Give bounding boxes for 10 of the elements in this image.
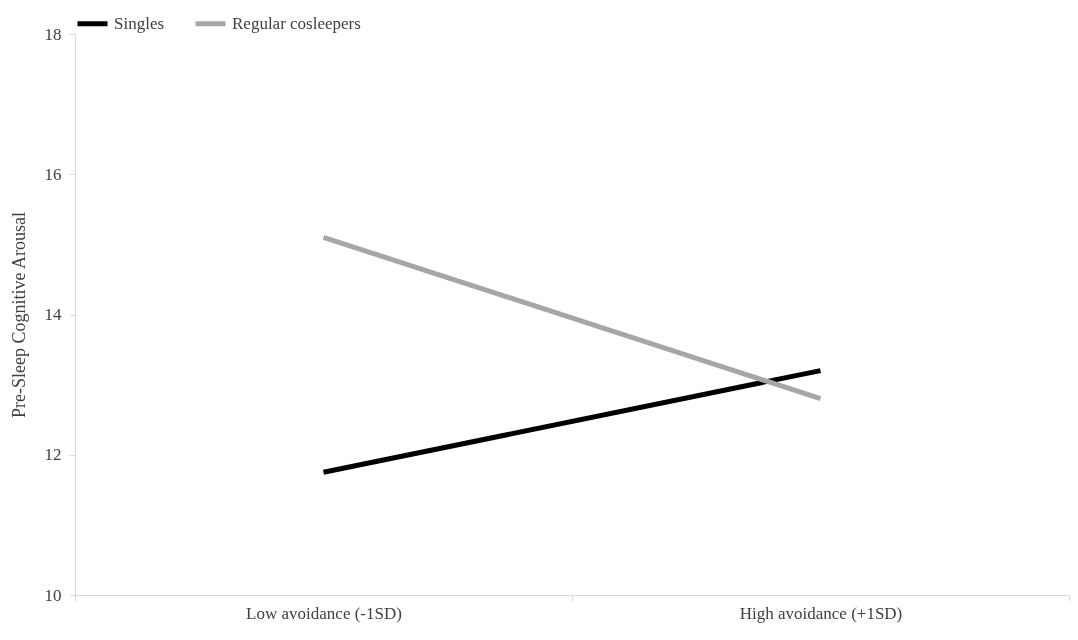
y-tick-label: 12 <box>44 445 62 465</box>
y-tick-label: 18 <box>44 24 62 44</box>
y-tick-label: 14 <box>44 305 62 324</box>
x-tick-label: Low avoidance (-1SD) <box>246 603 402 623</box>
legend-label: Regular cosleepers <box>232 13 361 33</box>
y-tick-label: 10 <box>44 585 62 605</box>
legend-label: Singles <box>114 13 165 33</box>
x-tick-label: High avoidance (+1SD) <box>739 603 903 623</box>
y-axis-title: Pre-Sleep Cognitive Arousal <box>8 212 29 418</box>
y-tick-label: 16 <box>44 164 62 184</box>
